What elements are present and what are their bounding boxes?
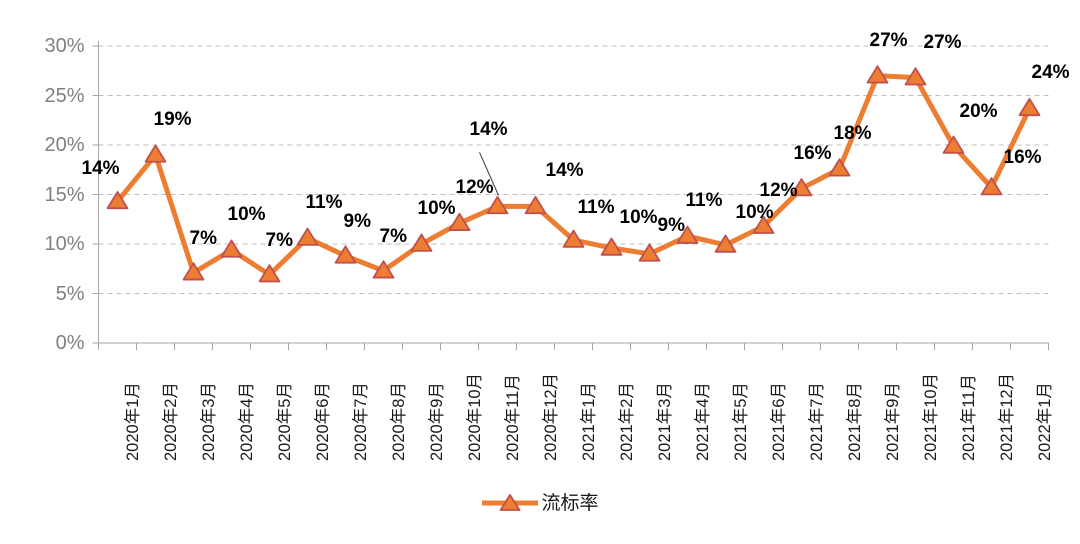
y-axis-tick-label: 10% bbox=[44, 233, 85, 255]
data-point-label: 10% bbox=[417, 198, 456, 219]
legend-marker-icon bbox=[482, 494, 539, 511]
data-point-label: 9% bbox=[343, 210, 371, 232]
data-point-label: 16% bbox=[793, 142, 832, 164]
data-point-label: 14% bbox=[81, 158, 120, 180]
x-axis-tick-label: 2020年9月 bbox=[427, 382, 446, 461]
data-point-label: 19% bbox=[153, 108, 192, 130]
data-point-label: 10% bbox=[227, 203, 266, 225]
data-point-label: 14% bbox=[469, 119, 508, 141]
chart-legend: 流标率 bbox=[0, 492, 1080, 514]
x-axis-tick-label: 2021年6月 bbox=[769, 382, 788, 461]
data-point-label: 24% bbox=[1031, 62, 1070, 84]
data-point-label: 11% bbox=[577, 197, 615, 219]
x-axis-tick-label: 2021年5月 bbox=[731, 382, 750, 461]
data-point-label: 14% bbox=[545, 160, 584, 182]
x-axis-tick-label: 2020年6月 bbox=[313, 382, 332, 461]
data-point-label: 10% bbox=[619, 206, 658, 228]
x-axis-tick-label: 2020年8月 bbox=[389, 382, 408, 461]
x-axis-tick-label: 2020年2月 bbox=[161, 382, 180, 461]
data-point-label: 11% bbox=[305, 192, 343, 214]
data-point-label: 11% bbox=[685, 190, 723, 212]
x-axis-tick-label: 2020年7月 bbox=[351, 382, 370, 461]
data-point-label: 10% bbox=[735, 201, 774, 223]
legend-label: 流标率 bbox=[541, 492, 599, 514]
x-axis-tick-label: 2020年4月 bbox=[237, 382, 256, 461]
data-point-label: 7% bbox=[265, 229, 293, 251]
x-axis-tick-label: 2021年7月 bbox=[807, 382, 826, 461]
x-axis-tick-label: 2020年10月 bbox=[465, 372, 484, 461]
data-point-label: 27% bbox=[923, 31, 962, 53]
data-point-label: 18% bbox=[833, 122, 872, 144]
data-point-label: 16% bbox=[1003, 146, 1042, 168]
y-axis-tick-label: 20% bbox=[44, 134, 85, 156]
data-point-label: 27% bbox=[869, 29, 908, 51]
y-axis-tick-label: 0% bbox=[55, 332, 85, 354]
y-axis-tick-label: 25% bbox=[44, 84, 85, 107]
x-axis-tick-label: 2021年8月 bbox=[845, 382, 864, 461]
x-axis-tick-label: 2020年1月 bbox=[123, 382, 142, 461]
x-axis-tick-label: 2020年3月 bbox=[199, 382, 218, 461]
x-axis-tick-label: 2020年12月 bbox=[541, 372, 560, 461]
x-axis-tick-label: 2021年10月 bbox=[921, 372, 940, 461]
x-axis-tick-label: 2021年2月 bbox=[617, 382, 636, 461]
y-axis-tick-label: 5% bbox=[55, 282, 85, 305]
data-point-label: 20% bbox=[959, 100, 998, 122]
x-axis-tick-label: 2021年1月 bbox=[579, 382, 598, 461]
x-axis-tick-label: 2021年12月 bbox=[997, 372, 1016, 461]
x-axis-tick-label: 2021年11月 bbox=[959, 374, 978, 461]
data-point-label: 9% bbox=[657, 214, 685, 236]
data-point-label: 12% bbox=[759, 180, 798, 202]
data-point-label: 7% bbox=[379, 225, 407, 247]
x-axis-tick-label: 2021年4月 bbox=[693, 382, 712, 461]
x-axis-tick-label: 2020年11月 bbox=[503, 374, 522, 461]
data-point-label: 7% bbox=[189, 227, 217, 249]
data-point-label: 12% bbox=[455, 177, 494, 199]
x-axis-tick-label: 2022年1月 bbox=[1035, 382, 1054, 461]
x-axis-tick-label: 2021年9月 bbox=[883, 382, 902, 461]
y-axis-tick-label: 15% bbox=[44, 183, 85, 206]
y-axis-tick-label: 30% bbox=[44, 35, 85, 57]
x-axis-tick-label: 2021年3月 bbox=[655, 382, 674, 461]
x-axis-tick-label: 2020年5月 bbox=[275, 382, 294, 461]
